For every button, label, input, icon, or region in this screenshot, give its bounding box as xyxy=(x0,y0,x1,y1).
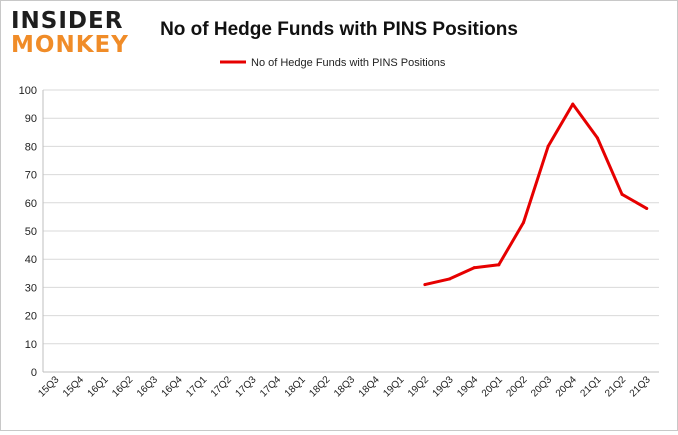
data-point xyxy=(472,266,476,270)
chart-title: No of Hedge Funds with PINS Positions xyxy=(160,19,518,40)
data-point xyxy=(595,136,599,140)
y-tick-label: 20 xyxy=(25,311,37,323)
x-tick-label: 17Q1 xyxy=(184,374,209,399)
x-tick-label: 16Q2 xyxy=(110,374,135,399)
y-tick-label: 10 xyxy=(25,339,37,351)
x-tick-label: 18Q4 xyxy=(357,374,382,399)
y-tick-label: 50 xyxy=(25,226,37,238)
y-tick-label: 80 xyxy=(25,141,37,153)
x-tick-label: 18Q1 xyxy=(283,374,308,399)
x-tick-label: 21Q2 xyxy=(603,374,628,399)
x-tick-label: 20Q3 xyxy=(529,374,554,399)
x-tick-label: 15Q4 xyxy=(61,374,86,399)
x-tick-label: 15Q3 xyxy=(36,374,61,399)
x-tick-label: 18Q3 xyxy=(332,374,357,399)
chart-legend: No of Hedge Funds with PINS Positions xyxy=(220,57,446,69)
y-tick-label: 100 xyxy=(19,85,37,97)
data-point xyxy=(448,277,452,281)
y-tick-label: 90 xyxy=(25,113,37,125)
legend-label: No of Hedge Funds with PINS Positions xyxy=(251,57,446,69)
y-tick-label: 40 xyxy=(25,254,37,266)
x-tick-label: 16Q4 xyxy=(160,374,185,399)
data-point xyxy=(645,206,649,210)
data-point xyxy=(423,283,427,287)
data-point xyxy=(571,102,575,106)
x-axis-tick-labels: 15Q3 15Q4 16Q1 16Q2 16Q3 16Q4 17Q1 17Q2 17Q3 17Q4… xyxy=(36,374,653,399)
x-tick-label: 19Q1 xyxy=(381,374,406,399)
data-point xyxy=(521,221,525,225)
data-point xyxy=(620,192,624,196)
x-tick-label: 21Q3 xyxy=(628,374,653,399)
x-tick-label: 18Q2 xyxy=(307,374,332,399)
x-tick-label: 17Q2 xyxy=(209,374,234,399)
insider-monkey-logo: INSIDER MONKEY xyxy=(11,8,129,58)
logo-line-monkey: MONKEY xyxy=(11,32,129,58)
y-tick-label: 60 xyxy=(25,198,37,210)
data-point xyxy=(546,144,550,148)
series-line-pins xyxy=(423,102,649,287)
x-tick-label: 17Q3 xyxy=(233,374,258,399)
data-point xyxy=(497,263,501,267)
x-tick-label: 19Q2 xyxy=(406,374,431,399)
x-tick-label: 20Q2 xyxy=(505,374,530,399)
x-tick-label: 19Q4 xyxy=(455,374,480,399)
logo-line-insider: INSIDER xyxy=(11,8,123,34)
y-tick-label: 30 xyxy=(25,282,37,294)
x-tick-label: 20Q1 xyxy=(480,374,505,399)
series-line-layer xyxy=(423,102,649,287)
y-axis-tick-labels: 0 10 20 30 40 50 60 70 80 90 100 xyxy=(19,85,37,379)
x-tick-label: 20Q4 xyxy=(554,374,579,399)
y-tick-label: 70 xyxy=(25,170,37,182)
y-tick-label: 0 xyxy=(31,367,37,379)
x-tick-label: 16Q1 xyxy=(86,374,111,399)
x-tick-label: 17Q4 xyxy=(258,374,283,399)
x-tick-label: 21Q1 xyxy=(578,374,603,399)
x-tick-label: 19Q3 xyxy=(431,374,456,399)
grid-lines xyxy=(42,89,659,373)
x-tick-label: 16Q3 xyxy=(135,374,160,399)
